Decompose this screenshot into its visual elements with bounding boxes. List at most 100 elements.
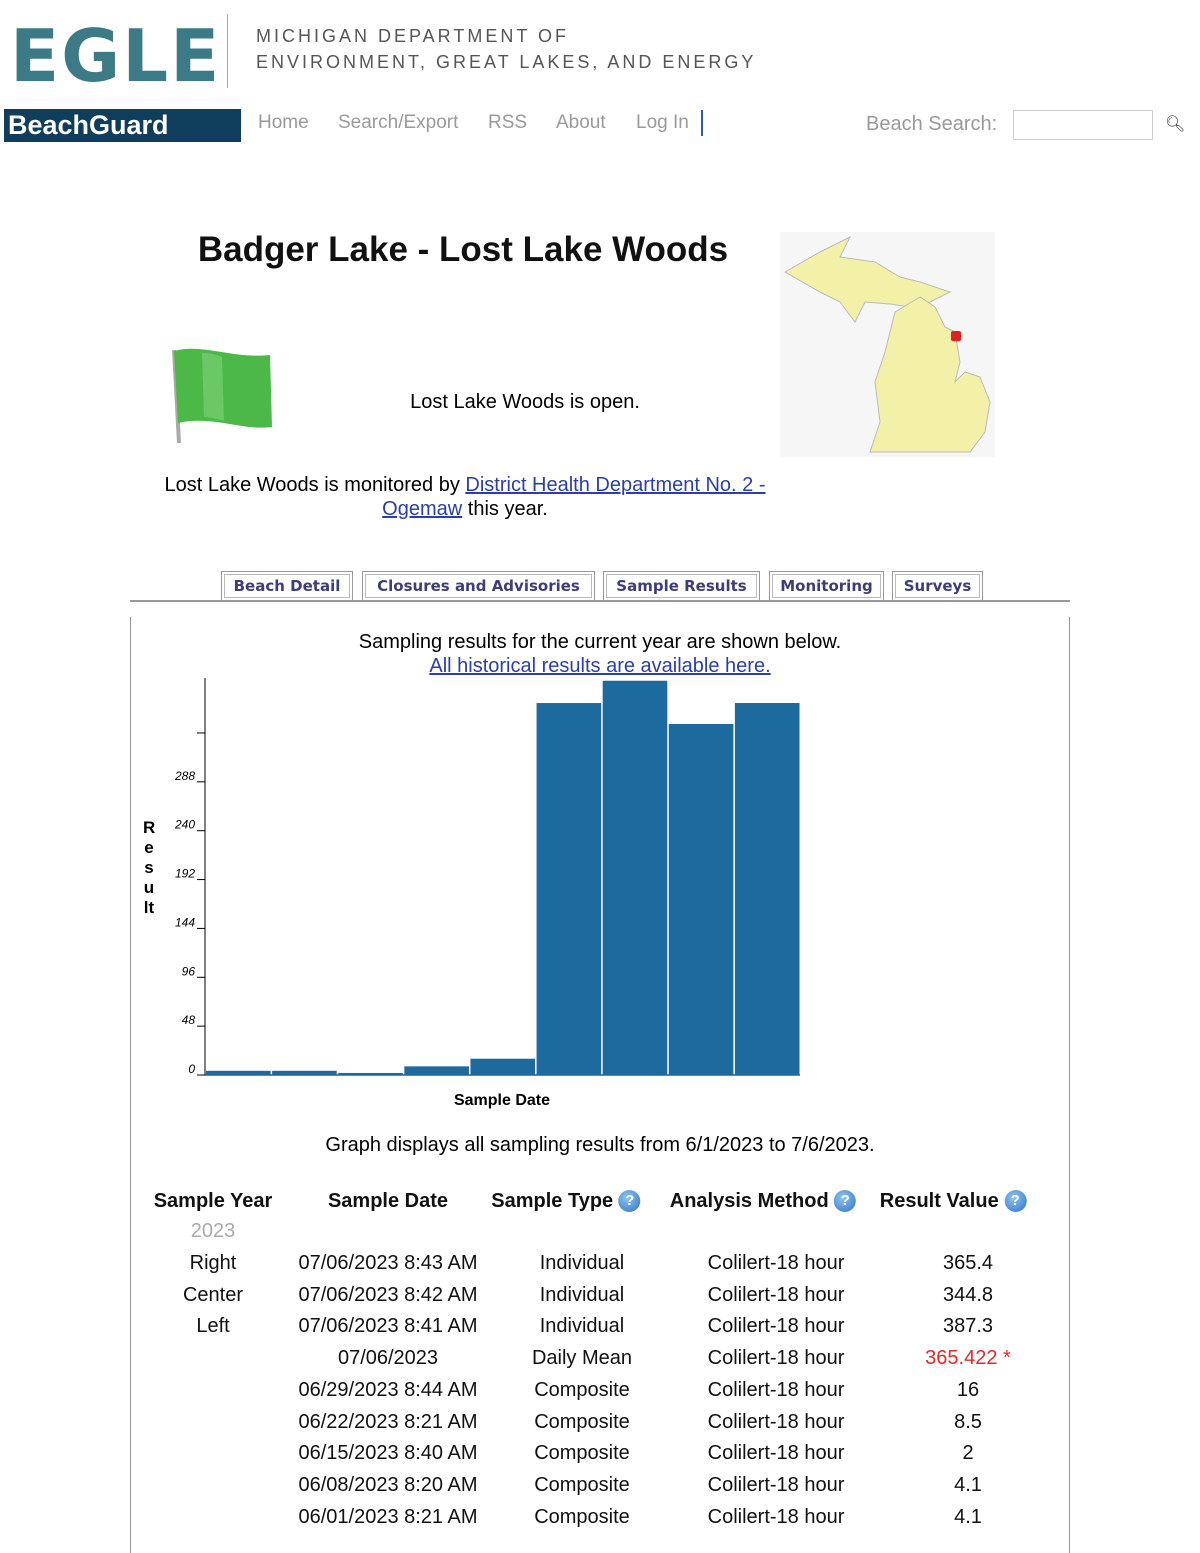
tab[interactable]: Monitoring bbox=[769, 571, 884, 600]
table-cell: Colilert-18 hour bbox=[707, 1473, 845, 1496]
table-cell: Colilert-18 hour bbox=[707, 1505, 845, 1528]
y-tick-label: 0 bbox=[188, 1062, 195, 1076]
column-header: Sample Year bbox=[154, 1190, 273, 1213]
search-label: Beach Search: bbox=[866, 113, 998, 135]
panel-border bbox=[130, 617, 131, 1553]
table-cell: 07/06/2023 8:43 AM bbox=[298, 1252, 478, 1274]
nav-link[interactable]: Home bbox=[258, 112, 309, 133]
chart: 0 48 96 144 192 240 288 bbox=[174, 678, 800, 1076]
search-input[interactable] bbox=[1013, 110, 1153, 140]
table-cell: 8.5 bbox=[954, 1410, 982, 1433]
tab[interactable]: Beach Detail bbox=[221, 571, 353, 600]
bar bbox=[734, 703, 800, 1075]
help-icon[interactable]: ? bbox=[834, 1190, 857, 1212]
table-cell: Composite bbox=[534, 1378, 630, 1401]
tab[interactable]: Surveys bbox=[892, 571, 983, 600]
table-cell: 06/29/2023 8:44 AM bbox=[298, 1378, 478, 1401]
tab-rule bbox=[130, 600, 1070, 602]
y-tick-label: 48 bbox=[182, 1013, 196, 1027]
table-cell: 2 bbox=[962, 1442, 974, 1465]
table-cell: 06/22/2023 8:21 AM bbox=[298, 1410, 478, 1433]
header-text: Sample Year bbox=[153, 1190, 273, 1212]
table-cell: Daily Mean bbox=[531, 1347, 633, 1370]
text: Lost Lake Woods is monitored by bbox=[164, 474, 460, 496]
table-cell: Composite bbox=[534, 1473, 630, 1496]
table-cell: Individual bbox=[539, 1283, 625, 1306]
y-tick-label: 192 bbox=[175, 867, 195, 881]
help-icon[interactable]: ? bbox=[1004, 1190, 1027, 1212]
bar bbox=[470, 1058, 536, 1075]
status-text: Lost Lake Woods is open. bbox=[410, 391, 640, 413]
table-cell: Individual bbox=[539, 1315, 625, 1338]
graph-note: Graph displays all sampling results from… bbox=[325, 1134, 875, 1156]
help-icon[interactable]: ? bbox=[618, 1190, 641, 1212]
table-cell: Colilert-18 hour bbox=[707, 1283, 845, 1306]
header-text: Sample Date bbox=[327, 1190, 449, 1212]
bar bbox=[338, 1072, 403, 1075]
table-cell: Composite bbox=[534, 1410, 630, 1433]
agency-line: ENVIRONMENT, GREAT LAKES, AND ENERGY bbox=[256, 52, 757, 72]
table-cell: Colilert-18 hour bbox=[707, 1315, 845, 1338]
table-cell: 4.1 bbox=[954, 1473, 982, 1496]
nav-link[interactable]: RSS bbox=[488, 112, 528, 133]
bar bbox=[206, 1070, 271, 1075]
table-cell: 07/06/2023 8:41 AM bbox=[298, 1315, 478, 1338]
tab[interactable]: Sample Results bbox=[603, 571, 760, 600]
bar bbox=[602, 680, 668, 1075]
table-cell: Colilert-18 hour bbox=[707, 1378, 845, 1401]
header-text: Analysis Method bbox=[669, 1190, 829, 1212]
nav-link[interactable]: About bbox=[556, 112, 606, 133]
table-cell: 365.422 * bbox=[925, 1347, 1011, 1370]
table-cell: Colilert-18 hour bbox=[707, 1442, 845, 1465]
header-text: Sample Type bbox=[491, 1190, 614, 1212]
table-cell: 07/06/2023 bbox=[337, 1347, 439, 1370]
tab[interactable]: Closures and Advisories bbox=[362, 571, 595, 600]
logo: EGLE bbox=[10, 14, 222, 98]
table-cell: 387.3 bbox=[942, 1315, 994, 1338]
header-text: Result Value bbox=[879, 1190, 999, 1212]
y-tick-label: 288 bbox=[174, 769, 195, 783]
table-cell: 06/08/2023 8:20 AM bbox=[298, 1473, 478, 1496]
table-cell: 16 bbox=[956, 1378, 980, 1401]
table-cell: 07/06/2023 8:42 AM bbox=[298, 1283, 478, 1306]
agency-line: MICHIGAN DEPARTMENT OF bbox=[256, 26, 570, 46]
y-axis-title: Result bbox=[143, 818, 156, 917]
table-cell: Individual bbox=[539, 1252, 625, 1274]
status-flag bbox=[172, 348, 272, 444]
column-header: Analysis Method ? bbox=[669, 1190, 857, 1213]
table-cell: 344.8 bbox=[942, 1283, 994, 1306]
bar bbox=[272, 1070, 337, 1075]
x-axis-title: Sample Date bbox=[453, 1092, 551, 1109]
y-tick-label: 96 bbox=[182, 964, 196, 978]
table-cell: 365.4 bbox=[942, 1252, 994, 1274]
divider bbox=[701, 110, 703, 136]
y-tick-label: 144 bbox=[175, 915, 195, 929]
table-cell: Right bbox=[189, 1252, 237, 1274]
y-tick-label: 240 bbox=[174, 818, 195, 832]
year-label: 2023 bbox=[190, 1220, 236, 1242]
panel-border bbox=[1069, 617, 1070, 1553]
search-icon[interactable]: 🔍︎ bbox=[1165, 116, 1186, 133]
table-cell: 06/15/2023 8:40 AM bbox=[298, 1442, 478, 1465]
page-title: Badger Lake - Lost Lake Woods bbox=[197, 230, 729, 269]
monitored-text: Lost Lake Woods is monitored by District… bbox=[155, 473, 775, 521]
bar bbox=[668, 724, 734, 1075]
table-cell: 4.1 bbox=[954, 1505, 982, 1528]
bar bbox=[536, 703, 602, 1075]
intro-text: Sampling results for the current year ar… bbox=[358, 631, 842, 653]
divider bbox=[227, 14, 228, 88]
agency-link[interactable]: District Health Department No. 2 - Ogema… bbox=[382, 474, 766, 520]
column-header: Sample Date bbox=[328, 1190, 448, 1213]
state-map bbox=[780, 232, 995, 457]
table-cell: Colilert-18 hour bbox=[707, 1410, 845, 1433]
table-cell: Colilert-18 hour bbox=[707, 1252, 845, 1274]
nav-link[interactable]: Log In bbox=[636, 112, 689, 133]
nav-link[interactable]: Search/Export bbox=[338, 112, 459, 133]
historical-link[interactable]: All historical results are available her… bbox=[429, 655, 771, 677]
column-header: Sample Type ? bbox=[491, 1190, 641, 1213]
table-cell: Composite bbox=[534, 1442, 630, 1465]
brand-logo[interactable]: BeachGuard bbox=[4, 109, 241, 142]
table-cell: Colilert-18 hour bbox=[707, 1347, 845, 1370]
text: this year. bbox=[467, 498, 548, 520]
